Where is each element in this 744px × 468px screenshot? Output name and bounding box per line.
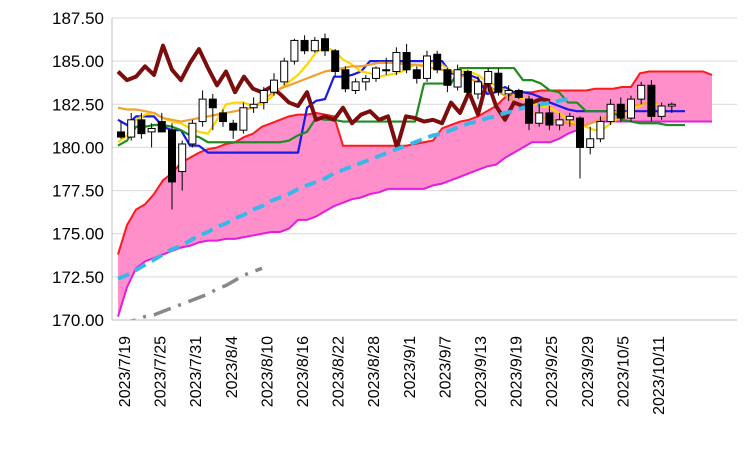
x-tick-label: 2023/9/1 [402, 336, 419, 398]
y-tick-label: 180.00 [52, 138, 104, 157]
candle-body [637, 84, 646, 100]
candle-body [229, 122, 238, 131]
series-line-4 [116, 43, 551, 150]
x-tick-label: 2023/8/10 [259, 336, 276, 407]
cloud-fill [118, 71, 712, 317]
candle-body [565, 115, 574, 121]
candle-body [270, 79, 278, 93]
candle-body [321, 38, 329, 52]
x-tick-label: 2023/9/25 [544, 336, 561, 407]
candle-body [627, 98, 635, 119]
x-tick-label: 2023/8/16 [295, 336, 312, 407]
candle-body [535, 112, 544, 124]
candle-body [198, 98, 207, 123]
series-line-5 [117, 97, 569, 281]
candle-body [300, 39, 309, 52]
x-tick-label: 2023/7/25 [153, 336, 170, 407]
candle-body [168, 129, 176, 183]
series-line-3 [117, 61, 658, 127]
x-tick-label: 2023/8/28 [366, 336, 383, 407]
candle-body [157, 121, 166, 133]
candle-body [453, 69, 462, 88]
x-tick-label: 2023/9/7 [437, 336, 454, 398]
x-tick-label: 2023/7/31 [188, 336, 205, 407]
y-tick-label: 182.50 [52, 95, 104, 114]
candle-body [382, 69, 391, 72]
candle-body [341, 69, 350, 90]
y-tick-label: 172.50 [52, 268, 104, 287]
candle-body [280, 60, 289, 83]
x-tick-label: 2023/8/22 [331, 336, 348, 407]
x-tick-label: 2023/7/19 [117, 336, 134, 407]
x-tick-label: 2023/8/4 [224, 336, 241, 398]
candle-body [361, 77, 370, 83]
candlesticks [117, 33, 676, 210]
candle-body [606, 103, 615, 123]
candle-body [555, 119, 564, 126]
candle-body [474, 81, 482, 95]
candle-body [586, 138, 595, 148]
candle-body [525, 98, 533, 124]
candle-body [402, 52, 411, 71]
candle-body [127, 119, 136, 138]
candle-body [484, 70, 493, 85]
candle-body [514, 89, 523, 98]
y-tick-label: 187.50 [52, 9, 104, 28]
candle-body [249, 103, 258, 109]
candle-body [392, 52, 401, 72]
axes: 170.00 172.50 175.00 177.50 180.00 182.50 185.… [52, 9, 737, 415]
candle-body [137, 119, 146, 135]
candle-body [219, 112, 227, 123]
candle-body [331, 50, 340, 72]
candle-body [596, 121, 605, 140]
x-tick-label: 2023/10/11 [651, 336, 668, 415]
candle-body [494, 72, 503, 93]
candle-body [310, 39, 319, 52]
candle-body [433, 53, 442, 71]
x-tick-label: 2023/9/29 [580, 336, 597, 407]
candle-body [463, 70, 472, 93]
x-tick-label: 2023/9/13 [473, 336, 490, 407]
candle-body [147, 127, 156, 133]
candle-body [504, 89, 513, 95]
candle-body [239, 107, 248, 131]
candle-body [351, 81, 360, 91]
y-tick-label: 177.50 [52, 182, 104, 201]
candle-body [188, 122, 197, 145]
x-tick-label: 2023/10/5 [615, 336, 632, 407]
candle-body [616, 103, 625, 119]
candle-body [412, 69, 421, 79]
candle-body [290, 39, 299, 62]
candle-body [259, 89, 268, 104]
candle-body [372, 67, 380, 79]
candle-body [423, 55, 431, 79]
candle-body [657, 105, 666, 117]
candle-body [667, 103, 676, 107]
y-tick-label: 185.00 [52, 52, 104, 71]
candle-body [576, 117, 584, 148]
y-tick-label: 170.00 [52, 311, 104, 330]
x-tick-label: 2023/9/19 [509, 336, 526, 407]
y-tick-label: 175.00 [52, 225, 104, 244]
candle-body [443, 69, 452, 86]
candle-body [208, 98, 217, 109]
candle-body [647, 84, 656, 117]
candle-body [117, 131, 125, 138]
candle-body [545, 112, 554, 126]
series-line-1 [117, 66, 685, 147]
candle-body [178, 143, 187, 173]
series-line-6 [126, 266, 263, 320]
